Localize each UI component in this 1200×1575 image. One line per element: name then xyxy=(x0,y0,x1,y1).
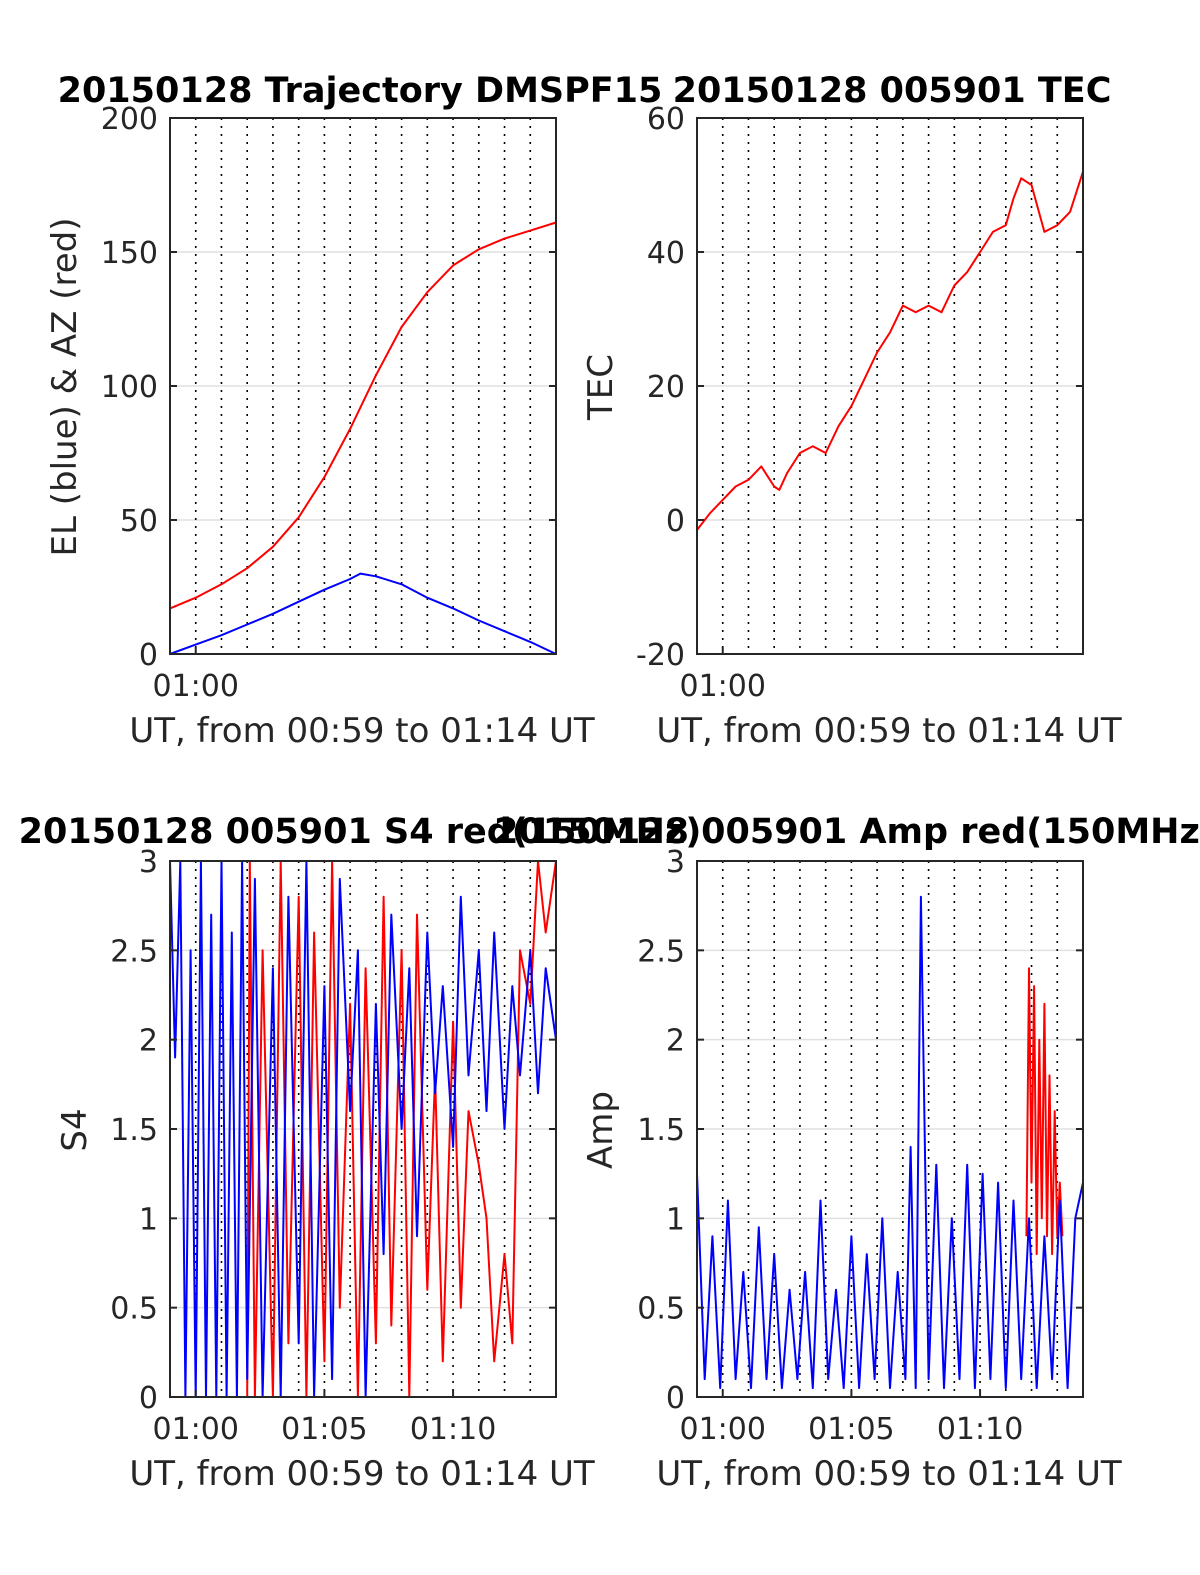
y-tick-label: 2 xyxy=(666,1024,685,1059)
y-tick-label: 2 xyxy=(139,1024,158,1059)
trajectory-ylabel: EL (blue) & AZ (red) xyxy=(45,217,85,556)
tec-grid xyxy=(697,117,1083,655)
y-tick-label: 2.5 xyxy=(110,934,158,969)
trajectory-xlabel: UT, from 00:59 to 01:14 UT xyxy=(129,711,595,751)
trajectory-ticks: 0 50 100 150 200 01:00 xyxy=(101,102,556,704)
s4-panel: 0 0.5 1 1.5 2 2.5 3 01:00 01:05 01:10 20150128 00… xyxy=(19,812,702,1494)
y-tick-label: -20 xyxy=(636,638,685,673)
trajectory-panel: 0 50 100 150 200 01:00 20150128 Trajectory DM… xyxy=(45,71,662,751)
tec-ticks: -20 0 20 40 60 01:00 xyxy=(636,102,1083,704)
y-tick-label: 40 xyxy=(647,236,685,271)
series-line xyxy=(696,171,1084,531)
trajectory-minute-lines xyxy=(194,118,532,654)
y-tick-label: 60 xyxy=(647,102,685,137)
series-line xyxy=(169,572,557,655)
series-line xyxy=(169,860,557,1398)
s4-series xyxy=(169,860,557,1398)
s4-title: 20150128 005901 S4 red(150MHz) xyxy=(19,812,702,852)
s4-ticks: 0 0.5 1 1.5 2 2.5 3 01:00 01:05 01:10 xyxy=(110,845,556,1447)
y-tick-label: 1.5 xyxy=(110,1113,158,1148)
amp-minute-lines xyxy=(721,861,1059,1397)
y-tick-label: 0 xyxy=(666,1381,685,1416)
x-tick-label: 01:10 xyxy=(937,1412,1023,1447)
trajectory-title: 20150128 Trajectory DMSPF15 xyxy=(58,71,663,111)
series-line xyxy=(170,860,557,1398)
trajectory-series xyxy=(169,221,557,655)
x-tick-label: 01:00 xyxy=(152,669,238,704)
y-tick-label: 0.5 xyxy=(637,1292,685,1327)
y-tick-label: 20 xyxy=(647,370,685,405)
x-tick-label: 01:00 xyxy=(152,1412,238,1447)
x-tick-label: 01:10 xyxy=(410,1412,496,1447)
s4-ylabel: S4 xyxy=(55,1108,95,1151)
y-tick-label: 2.5 xyxy=(637,934,685,969)
y-tick-label: 3 xyxy=(666,845,685,880)
series-line xyxy=(696,895,1084,1390)
x-tick-label: 01:00 xyxy=(679,1412,765,1447)
x-tick-label: 01:05 xyxy=(281,1412,367,1447)
y-tick-label: 0 xyxy=(139,1381,158,1416)
x-tick-label: 01:00 xyxy=(679,669,765,704)
amp-title: 20150128 005901 Amp red(150MHz) xyxy=(494,812,1200,852)
y-tick-label: 0.5 xyxy=(110,1292,158,1327)
s4-xlabel: UT, from 00:59 to 01:14 UT xyxy=(129,1454,595,1494)
tec-xlabel: UT, from 00:59 to 01:14 UT xyxy=(656,711,1122,751)
y-tick-label: 150 xyxy=(101,236,158,271)
series-line xyxy=(1025,967,1064,1256)
y-tick-label: 1 xyxy=(139,1202,158,1237)
y-tick-label: 1 xyxy=(666,1202,685,1237)
y-tick-label: 0 xyxy=(139,638,158,673)
tec-panel: -20 0 20 40 60 01:00 20150128 005901 TEC UT, … xyxy=(581,71,1122,751)
x-tick-label: 01:05 xyxy=(808,1412,894,1447)
y-tick-label: 3 xyxy=(139,845,158,880)
amp-xlabel: UT, from 00:59 to 01:14 UT xyxy=(656,1454,1122,1494)
amp-panel: 0 0.5 1 1.5 2 2.5 3 01:00 01:05 01:10 20150128 00… xyxy=(494,812,1200,1494)
tec-ylabel: TEC xyxy=(581,354,621,421)
amp-ticks: 0 0.5 1 1.5 2 2.5 3 01:00 01:05 01:10 xyxy=(637,845,1083,1447)
series-line xyxy=(169,221,557,610)
y-tick-label: 50 xyxy=(120,504,158,539)
y-tick-label: 0 xyxy=(666,504,685,539)
amp-ylabel: Amp xyxy=(581,1091,621,1169)
y-tick-label: 200 xyxy=(101,102,158,137)
tec-title: 20150128 005901 TEC xyxy=(673,71,1112,111)
tec-minute-lines xyxy=(721,118,1059,654)
tec-series xyxy=(696,171,1084,531)
amp-series xyxy=(696,895,1084,1390)
y-tick-label: 100 xyxy=(101,370,158,405)
y-tick-label: 1.5 xyxy=(637,1113,685,1148)
